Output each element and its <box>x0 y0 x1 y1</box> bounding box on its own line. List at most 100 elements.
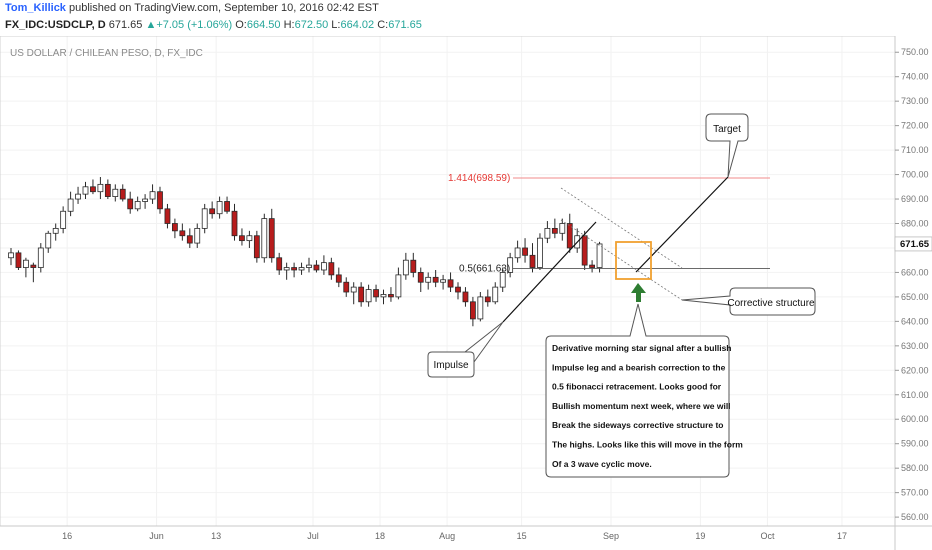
candle-body[interactable] <box>75 193 81 200</box>
price-chart[interactable]: US DOLLAR / CHILEAN PESO, D, FX_IDC 560.… <box>0 36 932 550</box>
price-tick-label: 630.00 <box>901 341 929 351</box>
candle-body[interactable] <box>15 252 22 268</box>
candle-body[interactable] <box>328 262 335 276</box>
candle-body[interactable] <box>358 286 365 303</box>
candle-body[interactable] <box>149 191 156 200</box>
candle-body[interactable] <box>194 227 201 244</box>
candle-body[interactable] <box>157 191 163 210</box>
candle-body[interactable] <box>581 235 588 266</box>
candle-body[interactable] <box>410 259 417 273</box>
candle-body[interactable] <box>492 286 499 303</box>
candle-body[interactable] <box>104 183 111 197</box>
channel-upper-line[interactable] <box>560 187 683 269</box>
candle-body[interactable] <box>8 252 14 259</box>
candle-body[interactable] <box>484 296 491 303</box>
candle-body[interactable] <box>335 274 342 283</box>
candle-body[interactable] <box>45 232 52 249</box>
close-label: C: <box>377 19 389 31</box>
candle-body[interactable] <box>388 294 394 298</box>
candle-body[interactable] <box>224 201 230 212</box>
candle-body[interactable] <box>373 289 379 298</box>
candle-body[interactable] <box>499 272 506 288</box>
impulse-callout[interactable] <box>427 351 475 378</box>
candle-body[interactable] <box>179 230 186 237</box>
candle-body[interactable] <box>537 237 543 268</box>
price-axis: 560.00 570.00 580.00 590.00 600.00 610.00 620.… <box>895 47 929 522</box>
candle-body[interactable] <box>60 210 67 229</box>
candle-body[interactable] <box>306 264 312 268</box>
candle-body[interactable] <box>320 262 327 271</box>
candle-body[interactable] <box>455 286 461 293</box>
candle-body[interactable] <box>231 210 238 237</box>
candle-body[interactable] <box>447 279 454 288</box>
candle-body[interactable] <box>276 257 283 271</box>
projection-trendline[interactable] <box>635 176 729 273</box>
candle-body[interactable] <box>201 208 208 229</box>
candle-body[interactable] <box>432 276 439 283</box>
candle-body[interactable] <box>440 279 447 283</box>
candle-body[interactable] <box>425 276 432 283</box>
candle-body[interactable] <box>112 188 119 197</box>
candle-body[interactable] <box>380 294 387 298</box>
candle-body[interactable] <box>313 264 320 271</box>
channel-lower-line[interactable] <box>560 219 683 301</box>
candle-body[interactable] <box>365 289 372 303</box>
candle-body[interactable] <box>544 227 551 239</box>
candle-body[interactable] <box>350 286 357 293</box>
candle-body[interactable] <box>507 257 514 273</box>
candle-body[interactable] <box>514 247 521 259</box>
candle-body[interactable] <box>171 223 178 232</box>
candle-body[interactable] <box>134 201 141 210</box>
candle-body[interactable] <box>239 235 245 242</box>
morning-star-highlight[interactable] <box>615 241 652 280</box>
candle-body[interactable] <box>253 235 260 259</box>
candle-body[interactable] <box>22 259 29 268</box>
candle-body[interactable] <box>37 247 44 268</box>
target-callout[interactable] <box>705 113 749 178</box>
candle-body[interactable] <box>469 301 476 320</box>
candle-body[interactable] <box>97 183 104 193</box>
candle-body[interactable] <box>395 274 402 298</box>
candle-body[interactable] <box>186 235 193 244</box>
candle-body[interactable] <box>164 208 171 224</box>
candle-body[interactable] <box>209 208 216 215</box>
candle-body[interactable] <box>90 186 96 193</box>
high-value: 672.50 <box>294 19 329 31</box>
candle-body[interactable] <box>119 188 126 200</box>
candle-body[interactable] <box>216 201 223 215</box>
author-link[interactable]: Tom_Killick <box>5 2 66 14</box>
candle-body[interactable] <box>246 235 253 242</box>
candle-body[interactable] <box>291 267 298 271</box>
candle-body[interactable] <box>268 218 275 259</box>
candle-body[interactable] <box>596 243 603 268</box>
corrective-callout[interactable] <box>681 287 816 316</box>
candle-body[interactable] <box>67 198 74 212</box>
candle-body[interactable] <box>462 291 469 303</box>
note-line: Bullish momentum next week, where we wil… <box>552 401 731 411</box>
candle-body[interactable] <box>298 267 305 271</box>
candle-body[interactable] <box>402 259 409 276</box>
candle-body[interactable] <box>477 296 484 320</box>
candle-body[interactable] <box>551 227 558 234</box>
candle-body[interactable] <box>559 223 566 234</box>
candle-body[interactable] <box>261 218 268 259</box>
candle-body[interactable] <box>52 227 59 234</box>
candle-body[interactable] <box>343 281 350 293</box>
candle-body[interactable] <box>142 198 149 202</box>
candle-body[interactable] <box>127 198 134 210</box>
candle-body[interactable] <box>283 267 290 271</box>
candle-body[interactable] <box>82 186 89 195</box>
published-text: published on TradingView.com, September … <box>69 2 379 14</box>
time-tick-label: 15 <box>517 531 527 541</box>
high-label: H: <box>283 19 295 31</box>
last-price: 671.65 <box>108 19 143 31</box>
candle-body[interactable] <box>30 264 37 268</box>
impulse-trendline[interactable] <box>502 221 597 323</box>
close-value: 671.65 <box>388 19 422 31</box>
candle-body[interactable] <box>417 272 424 283</box>
candle-body[interactable] <box>566 223 573 249</box>
candle-body[interactable] <box>589 264 595 268</box>
candle-body[interactable] <box>522 247 528 256</box>
candle-body[interactable] <box>529 254 536 268</box>
analysis-note-callout[interactable] <box>545 303 730 478</box>
